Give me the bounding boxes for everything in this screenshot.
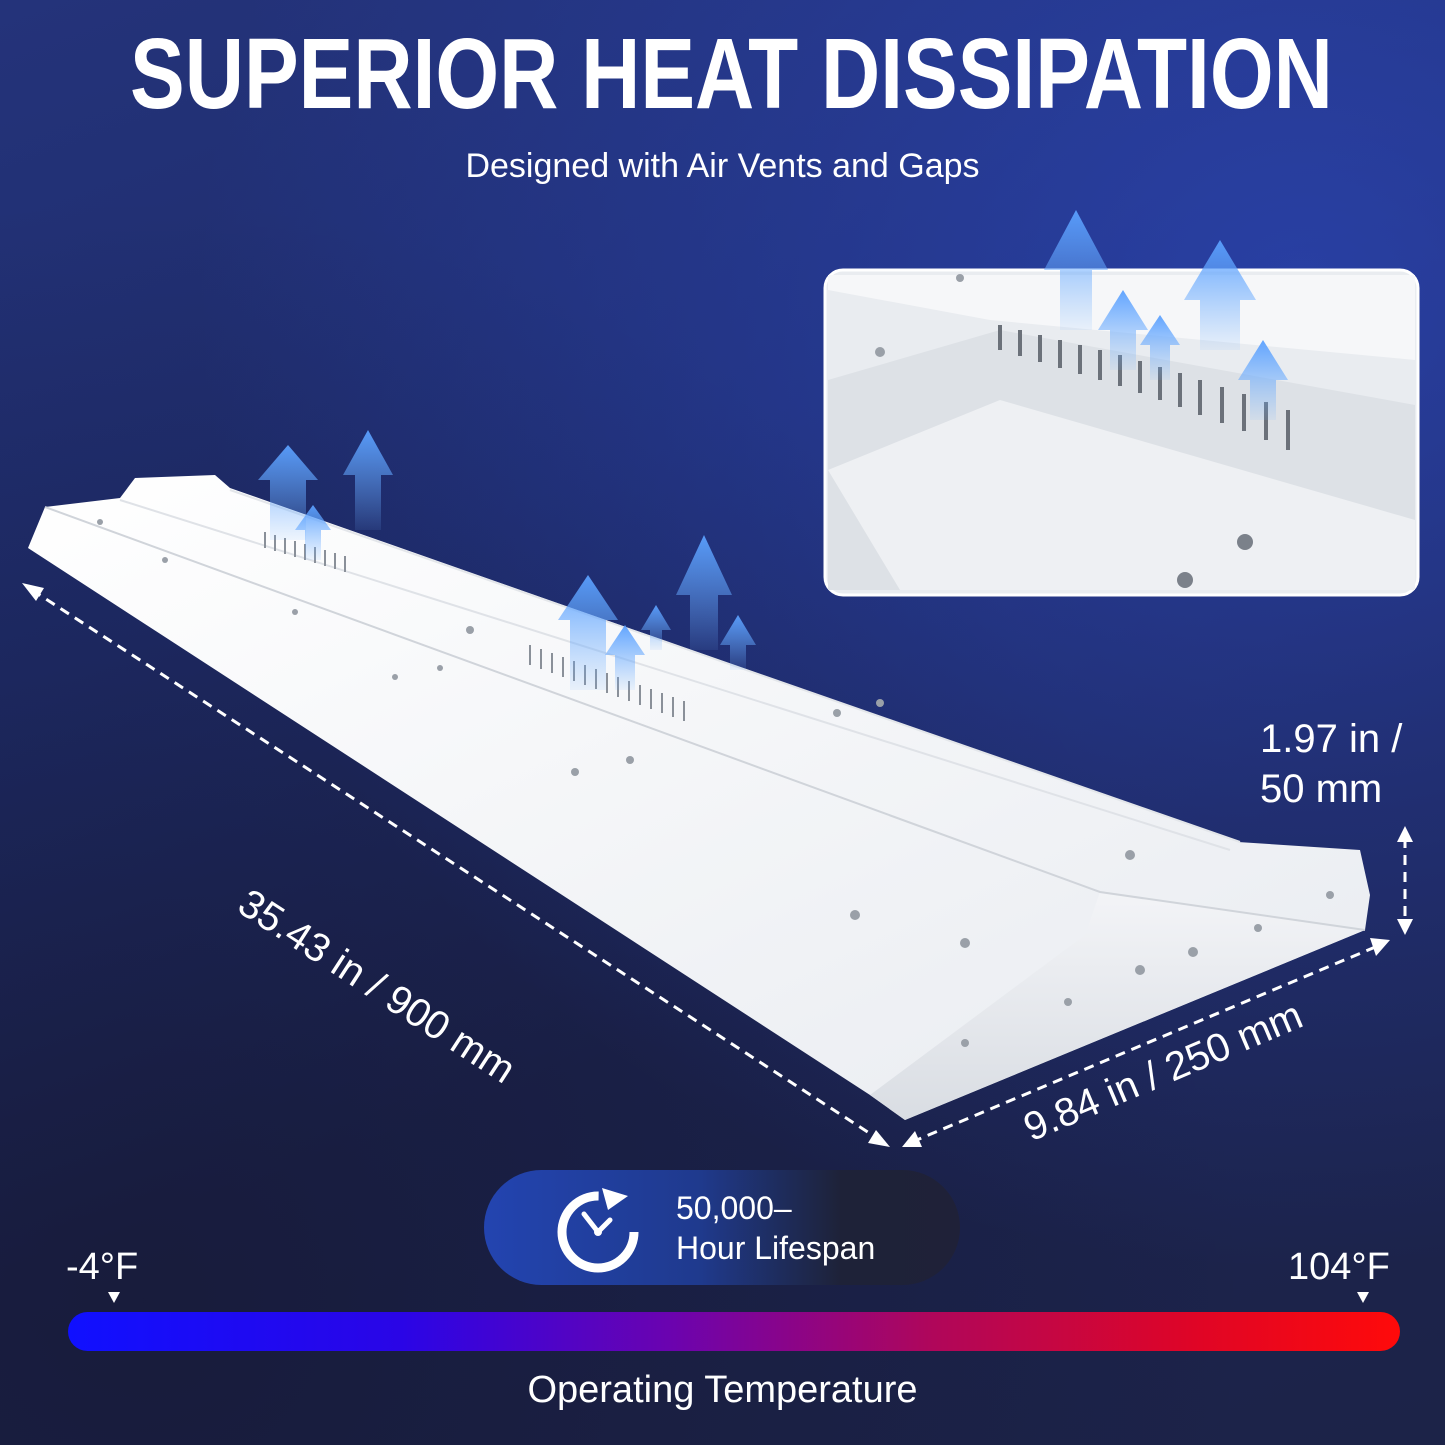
temp-max-label: 104°F [1288, 1246, 1390, 1288]
temp-max-marker [1357, 1292, 1369, 1303]
light-fixture [28, 430, 1370, 1120]
temperature-caption: Operating Temperature [527, 1369, 918, 1411]
clock-refresh-icon [557, 1188, 639, 1273]
lifespan-label: Hour Lifespan [676, 1230, 876, 1266]
temp-min-label: -4°F [66, 1246, 139, 1288]
page-title: SUPERIOR HEAT DISSIPATION [130, 18, 1333, 130]
temp-min-marker [108, 1292, 120, 1303]
page-subtitle: Designed with Air Vents and Gaps [465, 147, 980, 185]
lifespan-badge: 50,000– Hour Lifespan [484, 1170, 960, 1285]
height-dimension-label-line1: 1.97 in / [1260, 717, 1403, 761]
height-dimension-label-line2: 50 mm [1260, 767, 1383, 811]
lifespan-value: 50,000– [676, 1190, 792, 1226]
dimension-lines [31, 588, 1407, 1144]
airflow-arrows [258, 430, 756, 690]
temperature-gradient-bar [68, 1312, 1400, 1351]
vent-closeup-inset [823, 210, 1420, 597]
